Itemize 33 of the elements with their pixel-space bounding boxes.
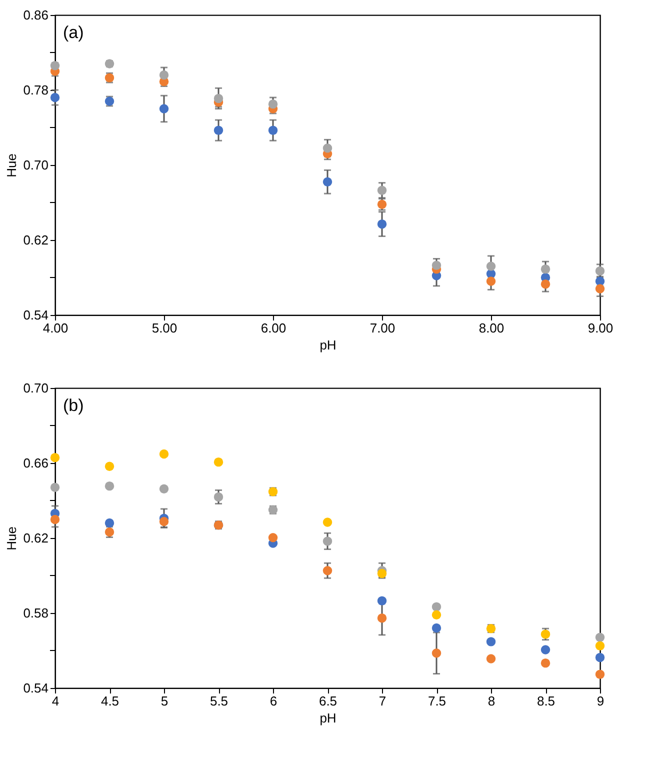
y-tick-label: 0.78 [23,82,48,98]
y-axis-title: Hue [4,154,20,178]
y-tick-label: 0.54 [23,680,48,696]
x-tick-label: 5.5 [210,694,228,708]
x-tick-label: 7 [378,694,386,708]
annotation: (b) [63,396,84,415]
x-axis-title: pH [320,710,336,726]
x-tick-label: 4.00 [42,320,68,336]
x-tick-label: 7.5 [428,694,446,708]
x-axis-title: pH [320,338,336,352]
y-tick-label: 0.70 [23,158,48,172]
y-tick-label: 0.58 [23,606,48,620]
y-tick-label: 0.70 [23,380,48,396]
x-tick-label: 6.00 [260,320,286,336]
x-tick-label: 9.00 [588,320,614,336]
y-axis-title: Hue [4,526,20,550]
x-tick-label: 6.5 [318,694,338,708]
x-tick-label: 8.00 [478,320,504,336]
x-tick-label: 5 [160,694,168,708]
annotation: (a) [63,23,84,42]
x-tick-label: 8.5 [536,694,556,708]
y-tick-label: 0.54 [23,308,48,322]
y-tick-label: 0.66 [23,456,48,470]
y-tick-label: 0.86 [23,8,48,22]
y-tick-label: 0.62 [23,232,48,248]
y-tick-label: 0.62 [23,530,48,546]
x-tick-label: 5.00 [152,320,178,336]
x-tick-label: 4.5 [100,694,120,708]
x-tick-label: 8 [488,694,496,708]
x-tick-label: 7.00 [370,320,396,336]
x-tick-label: 4 [52,694,60,708]
x-tick-label: 9 [596,694,604,708]
x-tick-label: 6 [270,694,278,708]
